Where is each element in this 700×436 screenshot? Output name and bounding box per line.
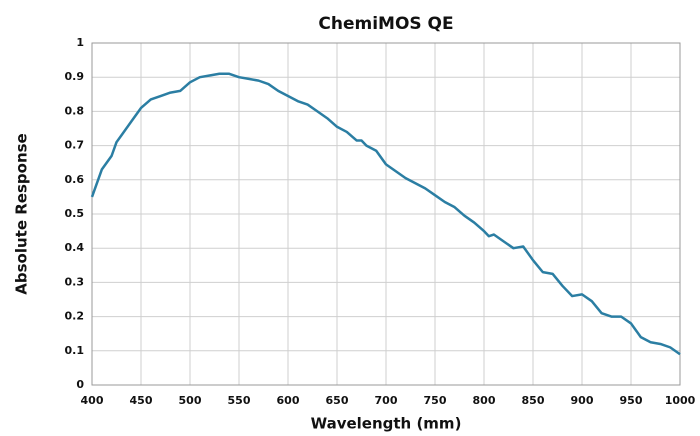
x-tick-label: 700 (375, 394, 398, 407)
x-tick-label: 400 (81, 394, 104, 407)
y-tick-label: 0.9 (65, 70, 85, 83)
y-axis-label: Absolute Response (13, 133, 31, 294)
x-tick-label: 600 (277, 394, 300, 407)
y-tick-label: 0.6 (65, 173, 85, 186)
y-tick-label: 0 (76, 378, 84, 391)
y-tick-label: 0.2 (65, 310, 85, 323)
y-tick-label: 0.8 (65, 104, 85, 117)
y-tick-label: 0.5 (65, 207, 85, 220)
x-tick-label: 550 (228, 394, 251, 407)
x-tick-label: 450 (130, 394, 153, 407)
x-tick-label: 850 (522, 394, 545, 407)
x-tick-label: 750 (424, 394, 447, 407)
y-tick-label: 0.3 (65, 275, 85, 288)
x-tick-label: 800 (473, 394, 496, 407)
data-line (90, 72, 681, 356)
y-tick-label: 0.4 (65, 241, 85, 254)
y-tick-label: 0.1 (65, 344, 85, 357)
plot-frame (91, 42, 681, 386)
x-axis-label: Wavelength (mm) (311, 415, 462, 433)
chart-title: ChemiMOS QE (318, 14, 453, 34)
x-tick-label: 900 (571, 394, 594, 407)
x-tick-label: 650 (326, 394, 349, 407)
x-tick-label: 1000 (665, 394, 696, 407)
y-tick-label: 1 (76, 36, 84, 49)
x-tick-label: 500 (179, 394, 202, 407)
x-tick-label: 950 (620, 394, 643, 407)
y-tick-label: 0.7 (65, 139, 85, 152)
